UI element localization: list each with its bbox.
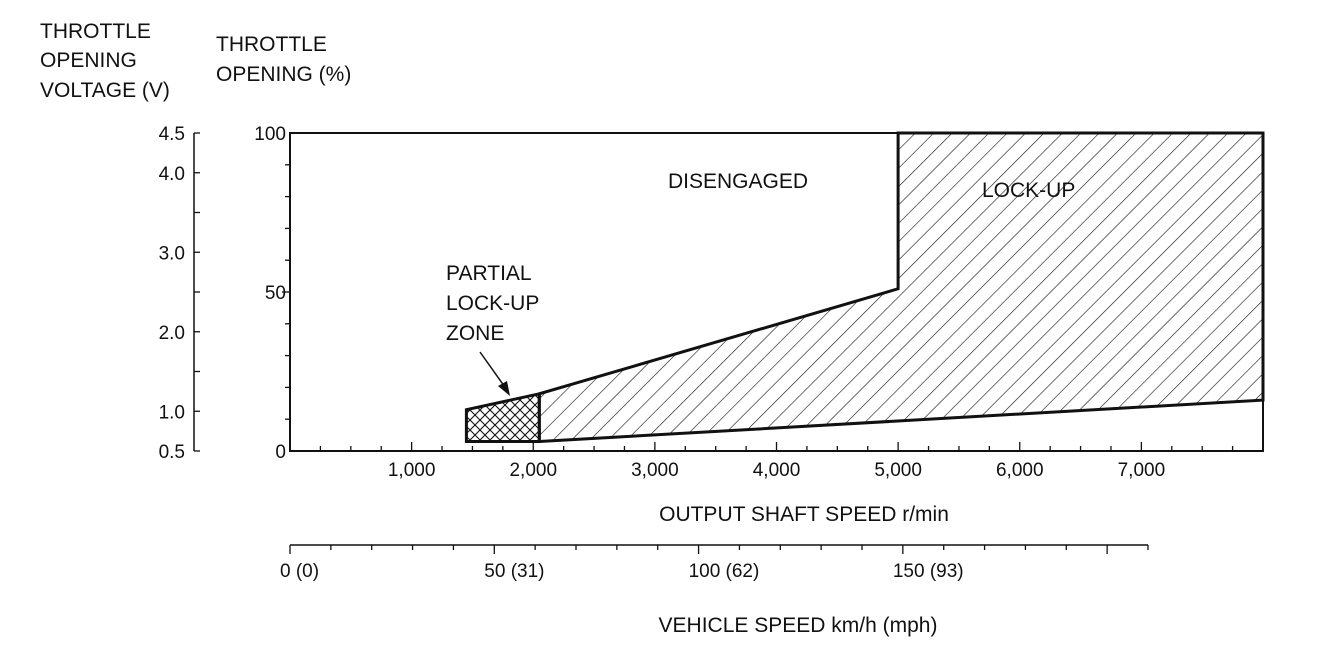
region-lock-up: [537, 131, 1265, 444]
opening-title-line-1: THROTTLE: [216, 33, 327, 56]
x-axis-ticks: 1,000 2,000 3,000 4,000 5,000 6,000 7,000: [319, 442, 1234, 481]
partial-zone-arrow: [479, 351, 510, 396]
zone-label-disengaged: DISENGAGED: [668, 170, 808, 193]
vehicle-axis-title: VEHICLE SPEED km/h (mph): [659, 614, 938, 637]
voltage-title-line-3: VOLTAGE (V): [40, 79, 170, 102]
voltage-tick-label: 1.0: [159, 402, 185, 423]
voltage-tick-label: 2.0: [159, 323, 185, 344]
vehicle-axis-ticks: 0 (0) 50 (31) 100 (62) 150 (93): [280, 545, 1149, 582]
vehicle-tick-label: 150 (93): [893, 561, 964, 582]
x-tick-label: 1,000: [388, 460, 436, 481]
y-tick-label: 0: [275, 442, 286, 463]
vehicle-tick-label: 50 (31): [484, 561, 544, 582]
voltage-tick-label: 4.0: [159, 164, 185, 185]
zone-label-partial-line-1: PARTIAL: [446, 262, 532, 285]
voltage-axis-ticks: 0.5 1.0 2.0 3.0 4.0 4.5: [159, 124, 200, 463]
zone-label-partial-line-2: LOCK-UP: [446, 292, 539, 315]
x-axis-title: OUTPUT SHAFT SPEED r/min: [659, 503, 949, 526]
vehicle-tick-label: 100 (62): [689, 561, 760, 582]
voltage-tick-label: 3.0: [159, 243, 185, 264]
y-tick-label: 100: [254, 124, 286, 145]
zone-label-partial-line-3: ZONE: [446, 322, 504, 345]
x-tick-label: 3,000: [631, 460, 679, 481]
chart-regions: [464, 131, 1265, 444]
vehicle-tick-label: 0 (0): [280, 561, 319, 582]
opening-title-line-2: OPENING (%): [216, 63, 351, 86]
voltage-tick-label: 0.5: [159, 442, 185, 463]
voltage-tick-label: 4.5: [159, 124, 185, 145]
voltage-title-line-1: THROTTLE: [40, 20, 151, 43]
region-partial-lock-up-zone: [464, 391, 541, 443]
voltage-title-line-2: OPENING: [40, 49, 137, 72]
x-tick-label: 7,000: [1118, 460, 1166, 481]
y-tick-label: 50: [265, 283, 286, 304]
y-axis-ticks: 0 50 100: [254, 124, 290, 463]
x-tick-label: 4,000: [753, 460, 801, 481]
x-tick-label: 6,000: [996, 460, 1044, 481]
x-tick-label: 5,000: [874, 460, 922, 481]
zone-label-lockup: LOCK-UP: [982, 179, 1075, 202]
x-tick-label: 2,000: [509, 460, 557, 481]
